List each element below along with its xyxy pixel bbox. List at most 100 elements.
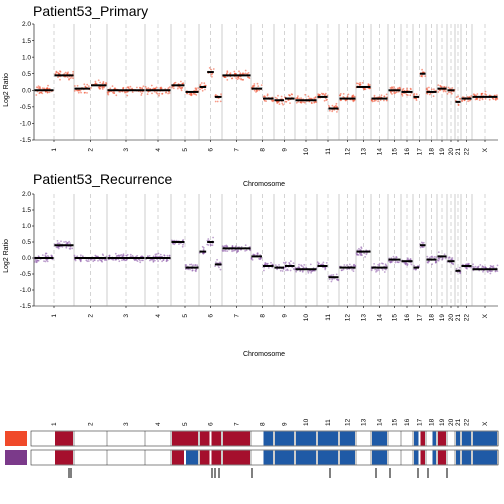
data-point	[73, 254, 76, 257]
data-point	[208, 67, 211, 69]
data-point	[364, 256, 366, 258]
x-tick-label: 2	[88, 314, 95, 318]
x-tick-label: 20	[448, 148, 455, 156]
x-tick-label: 6	[208, 148, 215, 152]
data-point	[207, 238, 210, 240]
data-point	[343, 264, 346, 266]
data-point	[61, 246, 64, 248]
heatmap-chrom-label: 9	[282, 422, 289, 426]
data-point	[56, 240, 59, 242]
heatmap-chrom-label: 4	[155, 422, 162, 426]
data-point	[443, 86, 446, 88]
data-point	[99, 81, 101, 84]
heatmap-cell	[200, 450, 210, 465]
y-tick-label: 0.0	[22, 255, 31, 262]
recurrence-yticks: -1.5 -1.0 -0.5 0.0 0.5 1.0 1.5 2.0	[20, 191, 34, 310]
data-point	[358, 247, 360, 250]
data-point	[378, 96, 381, 98]
data-point	[245, 249, 248, 252]
data-point	[108, 255, 111, 257]
data-point	[258, 89, 260, 92]
data-point	[38, 87, 41, 90]
data-point	[152, 255, 155, 258]
data-point	[494, 270, 497, 273]
data-point	[212, 68, 215, 70]
data-point	[373, 94, 376, 97]
data-point	[203, 82, 206, 85]
data-point	[484, 90, 487, 93]
data-point	[236, 78, 239, 81]
data-point	[395, 91, 398, 93]
data-point	[310, 271, 312, 274]
data-point	[365, 253, 368, 256]
data-point	[491, 97, 494, 100]
data-point	[393, 92, 395, 94]
data-point	[167, 92, 170, 95]
data-point	[210, 244, 212, 247]
data-point	[253, 83, 256, 85]
x-tick-label: 10	[303, 314, 310, 322]
data-point	[253, 89, 256, 92]
data-point	[171, 86, 174, 89]
data-point	[162, 259, 165, 262]
data-point	[406, 258, 409, 261]
data-point	[190, 263, 193, 266]
data-point	[154, 253, 157, 256]
data-point	[492, 265, 495, 267]
data-point	[363, 88, 365, 91]
data-point	[66, 76, 69, 78]
data-point	[336, 111, 338, 113]
data-point	[136, 86, 138, 89]
x-tick-label: 16	[404, 148, 411, 156]
x-tick-label: 15	[392, 148, 399, 156]
x-tick-label: 17	[417, 148, 424, 156]
data-point	[34, 261, 36, 263]
data-point	[197, 87, 200, 89]
x-tick-label: 17	[417, 314, 424, 322]
data-point	[406, 94, 409, 96]
data-point	[276, 97, 278, 100]
data-point	[348, 263, 351, 266]
data-point	[182, 243, 184, 246]
data-point	[488, 98, 491, 101]
data-point	[321, 263, 324, 265]
data-point	[292, 268, 295, 270]
data-point	[277, 94, 279, 97]
data-point	[87, 260, 90, 262]
data-point	[43, 260, 45, 262]
data-point	[310, 101, 313, 104]
data-point	[484, 97, 487, 100]
heatmap-cell	[318, 450, 338, 465]
data-point	[394, 261, 397, 264]
data-point	[421, 68, 423, 71]
data-point	[432, 95, 435, 98]
heatmap-cell	[211, 431, 221, 446]
data-point	[226, 70, 229, 73]
data-point	[200, 82, 203, 84]
heatmap-cell	[372, 431, 387, 446]
x-tick-label: 18	[429, 148, 436, 156]
data-point	[249, 249, 252, 252]
data-point	[401, 94, 404, 97]
heatmap-chrom-label: 21	[455, 418, 462, 426]
data-point	[294, 97, 297, 100]
data-point	[156, 255, 159, 258]
heatmap-chrom-label: 14	[377, 418, 384, 426]
data-point	[406, 87, 408, 90]
data-point	[323, 99, 326, 102]
heatmap-cell	[414, 431, 419, 446]
data-point	[34, 259, 37, 262]
data-point	[126, 253, 129, 256]
data-point	[46, 255, 49, 257]
heatmap-chrom-label: 7	[234, 422, 241, 426]
data-point	[260, 84, 263, 86]
data-point	[324, 92, 327, 95]
data-point	[146, 255, 149, 257]
x-tick-label: X	[482, 147, 489, 152]
heatmap-cell	[318, 431, 338, 446]
data-point	[405, 262, 407, 265]
data-point	[157, 252, 160, 255]
data-point	[379, 99, 382, 101]
data-point	[57, 72, 60, 75]
data-point	[102, 81, 105, 83]
